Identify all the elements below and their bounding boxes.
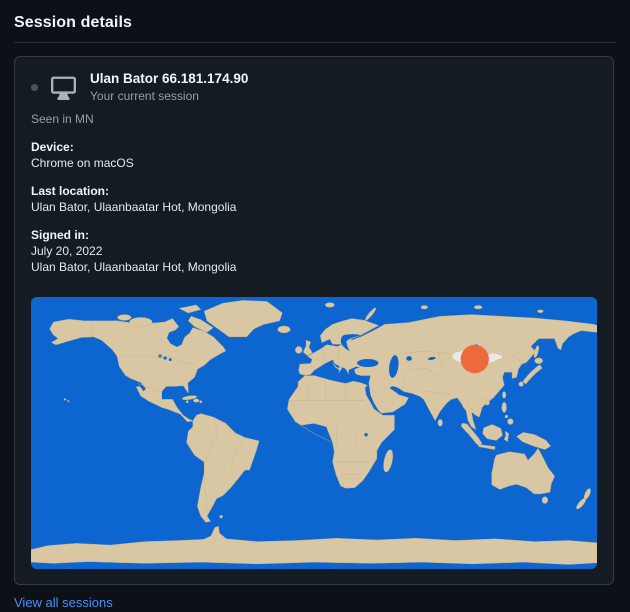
view-all-sessions-link[interactable]: View all sessions xyxy=(14,595,113,610)
header-divider xyxy=(14,42,616,43)
last-location-label: Last location: xyxy=(31,184,110,198)
session-subtitle: Your current session xyxy=(90,89,199,103)
world-map xyxy=(31,297,597,569)
session-card: Ulan Bator 66.181.174.90 Your current se… xyxy=(14,56,614,585)
world-map-svg xyxy=(31,297,597,569)
signed-in-label: Signed in: xyxy=(31,228,89,242)
footer-link-row: View all sessions xyxy=(14,585,616,612)
session-title: Ulan Bator 66.181.174.90 xyxy=(90,71,249,86)
session-header-text: Ulan Bator 66.181.174.90 Your current se… xyxy=(90,71,248,103)
map-landmasses xyxy=(31,300,597,565)
signed-in-section: Signed in: July 20, 2022 Ulan Bator, Ula… xyxy=(31,227,597,275)
last-location-value: Ulan Bator, Ulaanbaatar Hot, Mongolia xyxy=(31,200,237,214)
device-desktop-icon xyxy=(51,75,76,100)
seen-in-text: Seen in MN xyxy=(31,112,94,126)
device-label: Device: xyxy=(31,140,74,154)
page-title: Session details xyxy=(14,14,132,31)
session-header-row: Ulan Bator 66.181.174.90 Your current se… xyxy=(31,71,597,103)
map-location-marker xyxy=(460,344,489,374)
map-country-borders xyxy=(91,320,522,517)
device-section: Device: Chrome on macOS xyxy=(31,139,597,171)
device-value: Chrome on macOS xyxy=(31,156,134,170)
session-status-dot-icon xyxy=(31,83,38,91)
signed-in-date: July 20, 2022 xyxy=(31,244,103,258)
signed-in-location: Ulan Bator, Ulaanbaatar Hot, Mongolia xyxy=(31,260,237,274)
last-location-section: Last location: Ulan Bator, Ulaanbaatar H… xyxy=(31,183,597,215)
